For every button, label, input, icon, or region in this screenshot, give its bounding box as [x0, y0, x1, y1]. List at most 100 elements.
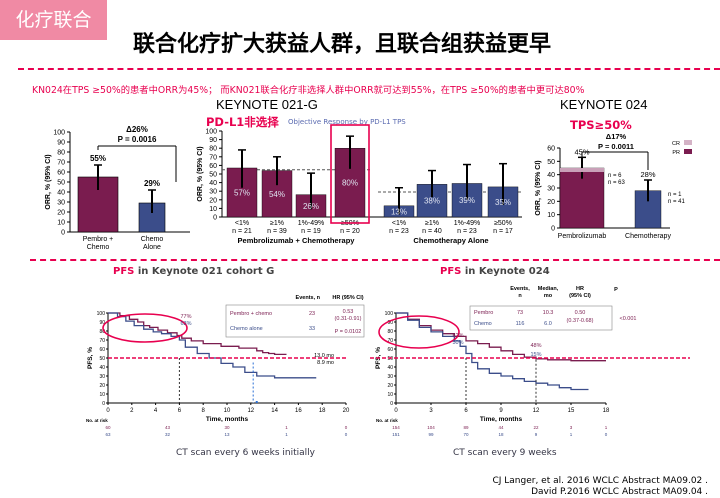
km-pembro-chemo-curve — [108, 312, 287, 356]
y-tick-label: 50 — [57, 180, 65, 187]
y-tick-label: 100 — [53, 130, 65, 137]
legend-ci: (0.37-0.68) — [567, 318, 594, 324]
y-tick-label: 20 — [57, 210, 65, 217]
landmark-label: 77% — [180, 314, 191, 320]
legend-header: n — [518, 293, 522, 299]
y-tick-label: 90 — [99, 320, 105, 326]
at-risk-value: 89 — [463, 425, 469, 430]
delta-label: Δ26% — [126, 125, 148, 134]
km024-scan-note: CT scan every 9 weeks — [453, 448, 557, 458]
y-tick-label: 40 — [99, 365, 105, 371]
n-label: n = 23 — [457, 228, 477, 235]
y-tick-label: 40 — [57, 190, 65, 197]
kn024-subheading: TPS≥50% — [570, 118, 632, 132]
y-tick-label: 0 — [390, 401, 393, 407]
y-tick-label: 10 — [547, 212, 555, 219]
legend-header: mo — [544, 293, 553, 299]
legend-median: 10.3 — [543, 310, 554, 316]
y-tick-label: 60 — [387, 347, 393, 353]
citation-1: CJ Langer, et al. 2016 WCLC Abstract MA0… — [492, 476, 708, 486]
n-label: n = 17 — [493, 228, 513, 235]
category-label: 1%-49% — [454, 220, 480, 227]
count-label: n = 63 — [608, 180, 626, 186]
category-label: ≥1% — [425, 220, 439, 227]
y-tick-label: 10 — [57, 220, 65, 227]
y-tick-label: 30 — [387, 374, 393, 380]
km-chemo-curve — [108, 312, 317, 379]
y-tick-label: 40 — [209, 180, 217, 187]
y-tick-label: 30 — [57, 200, 65, 207]
at-risk-value: 22 — [533, 425, 539, 430]
km024-title-pfs: PFS — [440, 266, 462, 277]
legend-series: Pembro + chemo — [230, 311, 272, 317]
y-tick-label: 70 — [209, 154, 217, 161]
y-tick-label: 80 — [57, 150, 65, 157]
at-risk-value: 9 — [535, 432, 538, 437]
at-risk-value: 3 — [570, 425, 573, 430]
at-risk-value: 1 — [570, 432, 573, 437]
y-tick-label: 80 — [99, 329, 105, 335]
value-label: 13% — [391, 207, 407, 216]
p-value-label: P = 0.0016 — [118, 135, 157, 144]
legend-median: 6.0 — [544, 321, 552, 327]
legend-cr-label: CR — [672, 141, 680, 147]
kn021-faint-title: Objective Response by PD-L1 TPS — [288, 118, 406, 126]
landmark-label: 15% — [530, 352, 541, 358]
legend-p: P = 0.0102 — [335, 329, 362, 335]
legend-events: 73 — [517, 310, 523, 316]
x-axis-label: Time, months — [480, 416, 523, 423]
at-risk-value: 44 — [498, 425, 504, 430]
delta-label: Δ17% — [606, 132, 627, 141]
landmark-label: 62% — [452, 333, 463, 339]
category-label: Chemo — [141, 236, 164, 243]
group-label: Chemotherapy Alone — [413, 236, 488, 245]
y-tick-label: 0 — [213, 215, 217, 222]
y-tick-label: 20 — [547, 199, 555, 206]
y-tick-label: 100 — [97, 311, 106, 317]
median-label: 13.0 mo — [314, 353, 334, 359]
legend-hr: 0.50 — [575, 310, 586, 316]
legend-series: Chemo alone — [230, 326, 263, 332]
legend-series: Pembro — [474, 310, 493, 316]
early-benefit-circle — [102, 313, 188, 343]
p-value-label: P = 0.0011 — [598, 142, 634, 151]
y-tick-label: 20 — [99, 383, 105, 389]
y-tick-label: 50 — [209, 172, 217, 179]
y-tick-label: 90 — [387, 320, 393, 326]
at-risk-value: 18 — [498, 432, 504, 437]
x-tick-label: 18 — [603, 408, 610, 414]
top-divider — [18, 68, 720, 70]
y-tick-label: 0 — [102, 401, 105, 407]
y-tick-label: 60 — [57, 170, 65, 177]
y-tick-label: 10 — [387, 392, 393, 398]
legend-series: Chemo — [474, 321, 492, 327]
category-label: Chemo — [87, 244, 110, 251]
x-tick-label: 14 — [271, 408, 278, 414]
at-risk-value: 0 — [345, 425, 348, 430]
value-label: 39% — [459, 196, 475, 205]
category-label: ≥1% — [270, 220, 284, 227]
y-tick-label: 10 — [99, 392, 105, 398]
early-benefit-circle — [378, 315, 460, 349]
at-risk-value: 99 — [428, 432, 434, 437]
value-label: 57% — [234, 188, 250, 197]
legend-header: (95% CI) — [569, 293, 591, 299]
category-label: ≥50% — [494, 220, 512, 227]
count-label: n = 1 — [668, 192, 682, 198]
y-tick-label: 20 — [387, 383, 393, 389]
at-risk-value: 30 — [224, 425, 230, 430]
value-label: 54% — [269, 190, 285, 199]
value-label: 35% — [495, 198, 511, 207]
n-label: n = 19 — [301, 228, 321, 235]
landmark-label: 50% — [452, 340, 463, 346]
y-tick-label: 100 — [205, 129, 217, 136]
at-risk-value: 151 — [392, 432, 400, 437]
category-label: 1%-49% — [298, 220, 324, 227]
n-label: n = 40 — [422, 228, 442, 235]
km021-title: PFS in Keynote 021 cohort G — [113, 266, 274, 277]
category-label: Chemotherapy — [625, 233, 671, 240]
landmark-label: 63% — [180, 321, 191, 327]
at-risk-value: 13 — [224, 432, 230, 437]
y-tick-label: 60 — [547, 146, 555, 153]
